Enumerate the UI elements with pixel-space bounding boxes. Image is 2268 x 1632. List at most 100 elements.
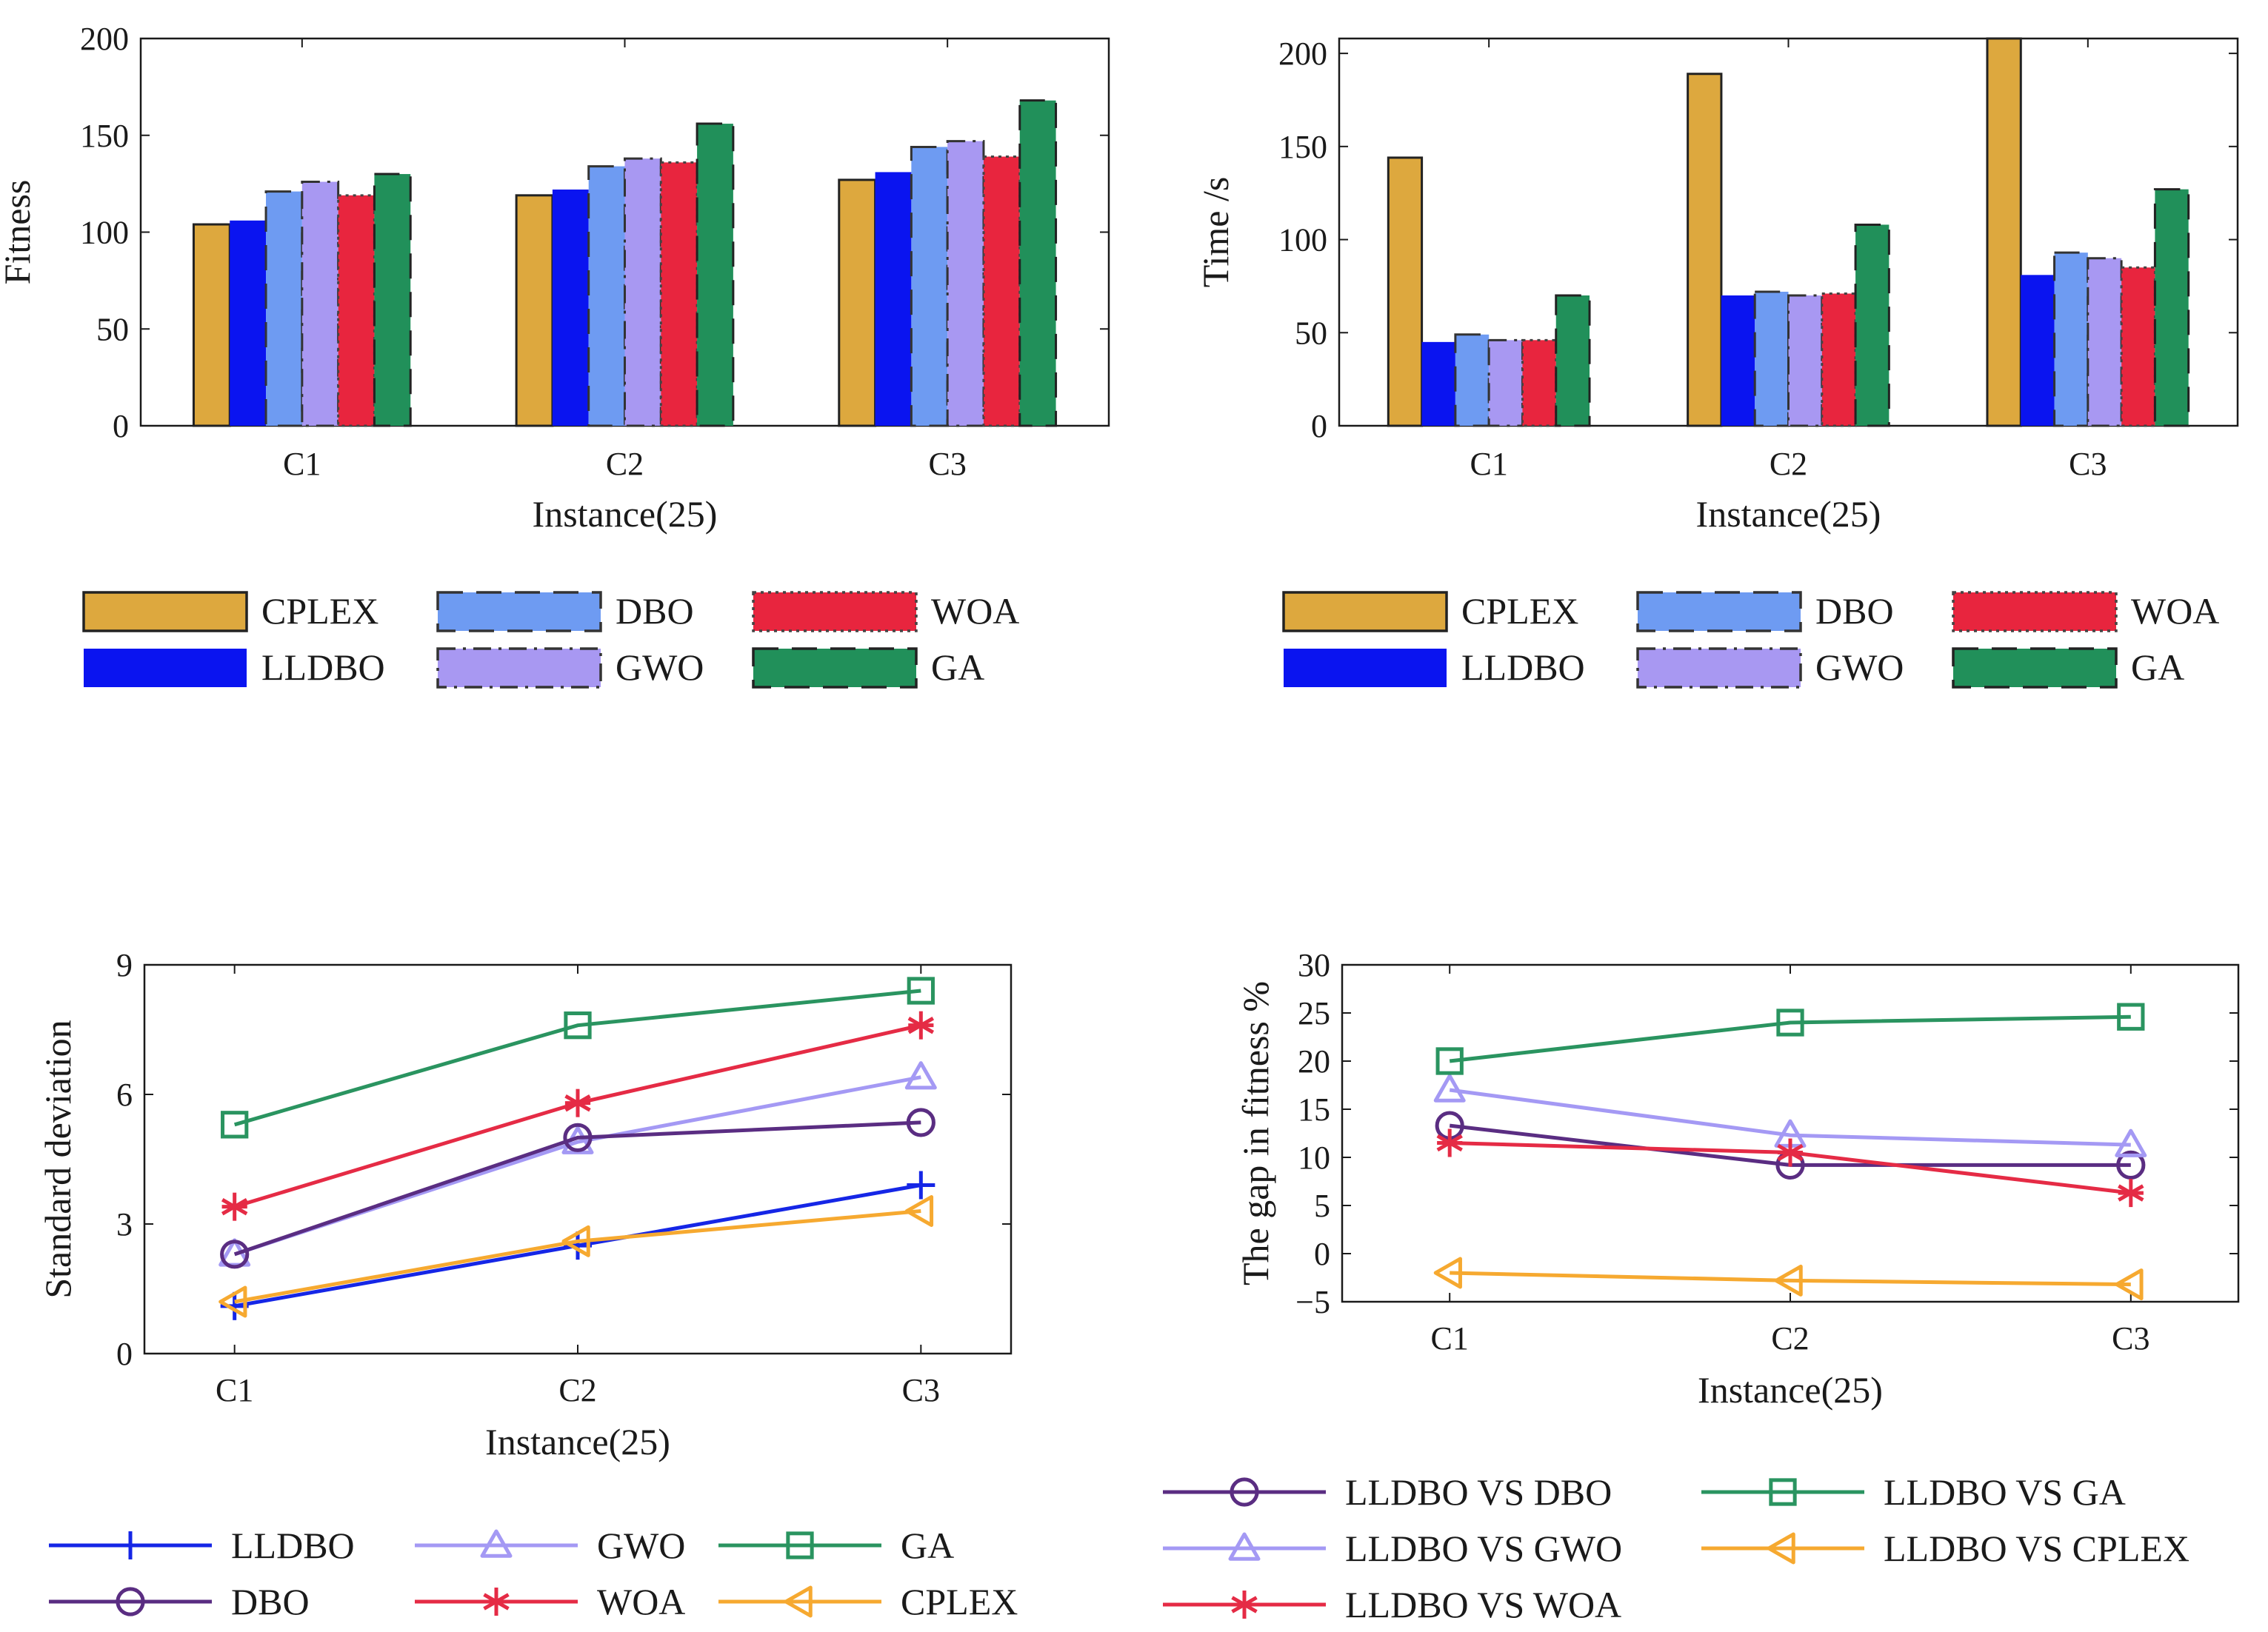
fitness-bar-woa-c3 [982,155,1021,427]
chart-fitness: 0 50 100 150 200 C1 C2 C3 Instance(25) Fitness CPL… [0,21,1110,689]
time-bar-cplex-c1 [1387,156,1424,427]
gap-ytick-label: −5 [1295,1284,1330,1320]
stddev-y-axis-label: Standard deviation [37,1020,79,1298]
fitness-legend-swatch-dbo [436,591,602,632]
gap-ytick-label: 0 [1314,1236,1330,1272]
gap-ytick-label: 20 [1298,1043,1330,1080]
time-ytick-label: 200 [1278,36,1327,72]
fitness-legend-label-gwo: GWO [616,646,704,688]
stddev-ytick-label: 0 [116,1336,133,1372]
stddev-point-dbo-c2 [563,1123,593,1152]
fitness-bar-cplex-c1 [192,223,231,427]
stddev-legend-label-lldbo: LLDBO [231,1525,355,1566]
fitness-x-axis-label: Instance(25) [533,493,718,535]
fitness-ytick-label: 0 [113,408,129,444]
chart-time: 0 50 100 150 200 C1 C2 C3 Instance(25) Time /s CPL… [1195,36,2239,689]
gap-point-lldbo-vs-cplex-c1 [1433,1257,1462,1289]
fitness-legend-swatch-lldbo [84,649,247,687]
fitness-bar-ga-c1 [373,173,412,427]
time-ytick-label: 50 [1295,315,1327,351]
time-bar-ga-c1 [1555,294,1591,427]
gap-line-lldbo-vs-cplex [1450,1271,2131,1287]
fitness-legend-label-ga: GA [931,646,984,688]
stddev-x-axis-label: Instance(25) [485,1421,670,1462]
gap-ytick-label: 15 [1298,1091,1330,1128]
stddev-point-dbo-c1 [220,1240,250,1269]
stddev-legend-label-gwo: GWO [597,1525,685,1566]
fitness-bar-gwo-c2 [624,157,662,427]
gap-line-lldbo-vs-ga [1449,1014,2131,1063]
fitness-bar-dbo-c3 [910,145,949,427]
time-ytick-label: 100 [1278,222,1327,258]
gap-plot-frame [1341,963,2240,1303]
fitness-legend-swatch-gwo [436,647,602,689]
fitness-legend-label-dbo: DBO [616,590,694,632]
fitness-bar-cplex-c2 [515,194,554,427]
stddev-point-dbo-c3 [906,1108,935,1137]
stddev-ytick-label: 3 [116,1206,133,1243]
time-bar-cplex-c2 [1687,73,1723,427]
fitness-bar-lldbo-c1 [230,220,267,426]
fitness-bar-woa-c2 [659,161,698,427]
stddev-xtick-label: C3 [902,1372,940,1408]
stddev-point-cplex-c2 [561,1225,590,1257]
stddev-line-cplex [234,1209,921,1304]
fitness-ytick-label: 100 [80,215,129,251]
fitness-bar-ga-c2 [696,122,735,427]
fitness-ytick-label: 150 [80,118,129,154]
time-legend-swatch-gwo [1636,647,1802,689]
fitness-legend-swatch-ga [752,647,918,689]
stddev-point-ga-c1 [221,1111,249,1139]
stddev-line-dbo [233,1120,921,1257]
gap-legend-marker-lldbo-vs-ga [1769,1478,1797,1506]
fitness-y-axis-label: Fitness [0,180,38,285]
time-bar-dbo-c3 [2053,251,2089,427]
time-xtick-label: C2 [1770,446,1807,482]
time-bar-lldbo-c2 [1721,295,1755,426]
time-legend-label-ga: GA [2131,646,2184,688]
stddev-legend-marker-ga [786,1531,814,1559]
stddev-point-cplex-c1 [219,1285,247,1318]
time-bar-woa-c2 [1821,292,1857,427]
gap-point-lldbo-vs-ga-c1 [1435,1047,1464,1075]
chart-gap: −5 0 5 10 15 20 25 30 C1 C2 C3 Instance(25) The gap … [1163,947,2240,1625]
time-legend-swatch-dbo [1636,591,1802,632]
gap-point-lldbo-vs-cplex-c3 [2115,1268,2144,1301]
gap-xtick-label: C3 [2112,1320,2149,1357]
stddev-legend-marker-cplex [784,1585,813,1618]
gap-point-lldbo-vs-cplex-c2 [1774,1264,1803,1297]
stddev-xtick-label: C2 [558,1372,596,1408]
time-bar-dbo-c1 [1454,333,1490,427]
fitness-legend-swatch-cplex [82,591,248,632]
time-legend-swatch-woa [1952,591,2118,632]
time-bar-gwo-c2 [1787,294,1824,427]
gap-x-axis-label: Instance(25) [1698,1369,1883,1411]
gap-ytick-label: 25 [1298,995,1330,1031]
chart-stddev: 0 3 6 9 C1 C2 C3 Instance(25) Standard deviation… [37,947,1018,1622]
fitness-bar-woa-c1 [337,194,376,427]
stddev-legend-marker-gwo [480,1529,513,1558]
gap-legend-label-lldbo-vs-cplex: LLDBO VS CPLEX [1884,1528,2189,1569]
fitness-bar-lldbo-c3 [875,172,912,426]
time-legend-swatch-lldbo [1284,649,1447,687]
time-legend-swatch-ga [1952,647,2118,689]
time-bar-lldbo-c3 [2021,275,2055,426]
fitness-bar-dbo-c1 [264,190,304,427]
time-ytick-label: 0 [1311,408,1327,444]
time-legend-swatch-cplex [1282,591,1448,632]
stddev-xtick-label: C1 [216,1372,253,1408]
fitness-bar-gwo-c1 [301,181,340,427]
time-bar-gwo-c1 [1487,338,1524,427]
gap-legend-marker-lldbo-vs-dbo [1230,1477,1259,1507]
time-legend-label-lldbo: LLDBO [1461,646,1585,688]
gap-legend-label-lldbo-vs-ga: LLDBO VS GA [1884,1471,2126,1513]
fitness-legend-label-lldbo: LLDBO [261,646,385,688]
gap-legend-label-lldbo-vs-gwo: LLDBO VS GWO [1345,1528,1622,1569]
gap-point-lldbo-vs-ga-c3 [2117,1003,2145,1031]
stddev-legend-label-woa: WOA [597,1581,685,1622]
fitness-legend-label-cplex: CPLEX [261,590,378,632]
time-xtick-label: C3 [2069,446,2107,482]
time-legend-label-woa: WOA [2131,590,2219,632]
time-ytick-label: 150 [1278,129,1327,165]
